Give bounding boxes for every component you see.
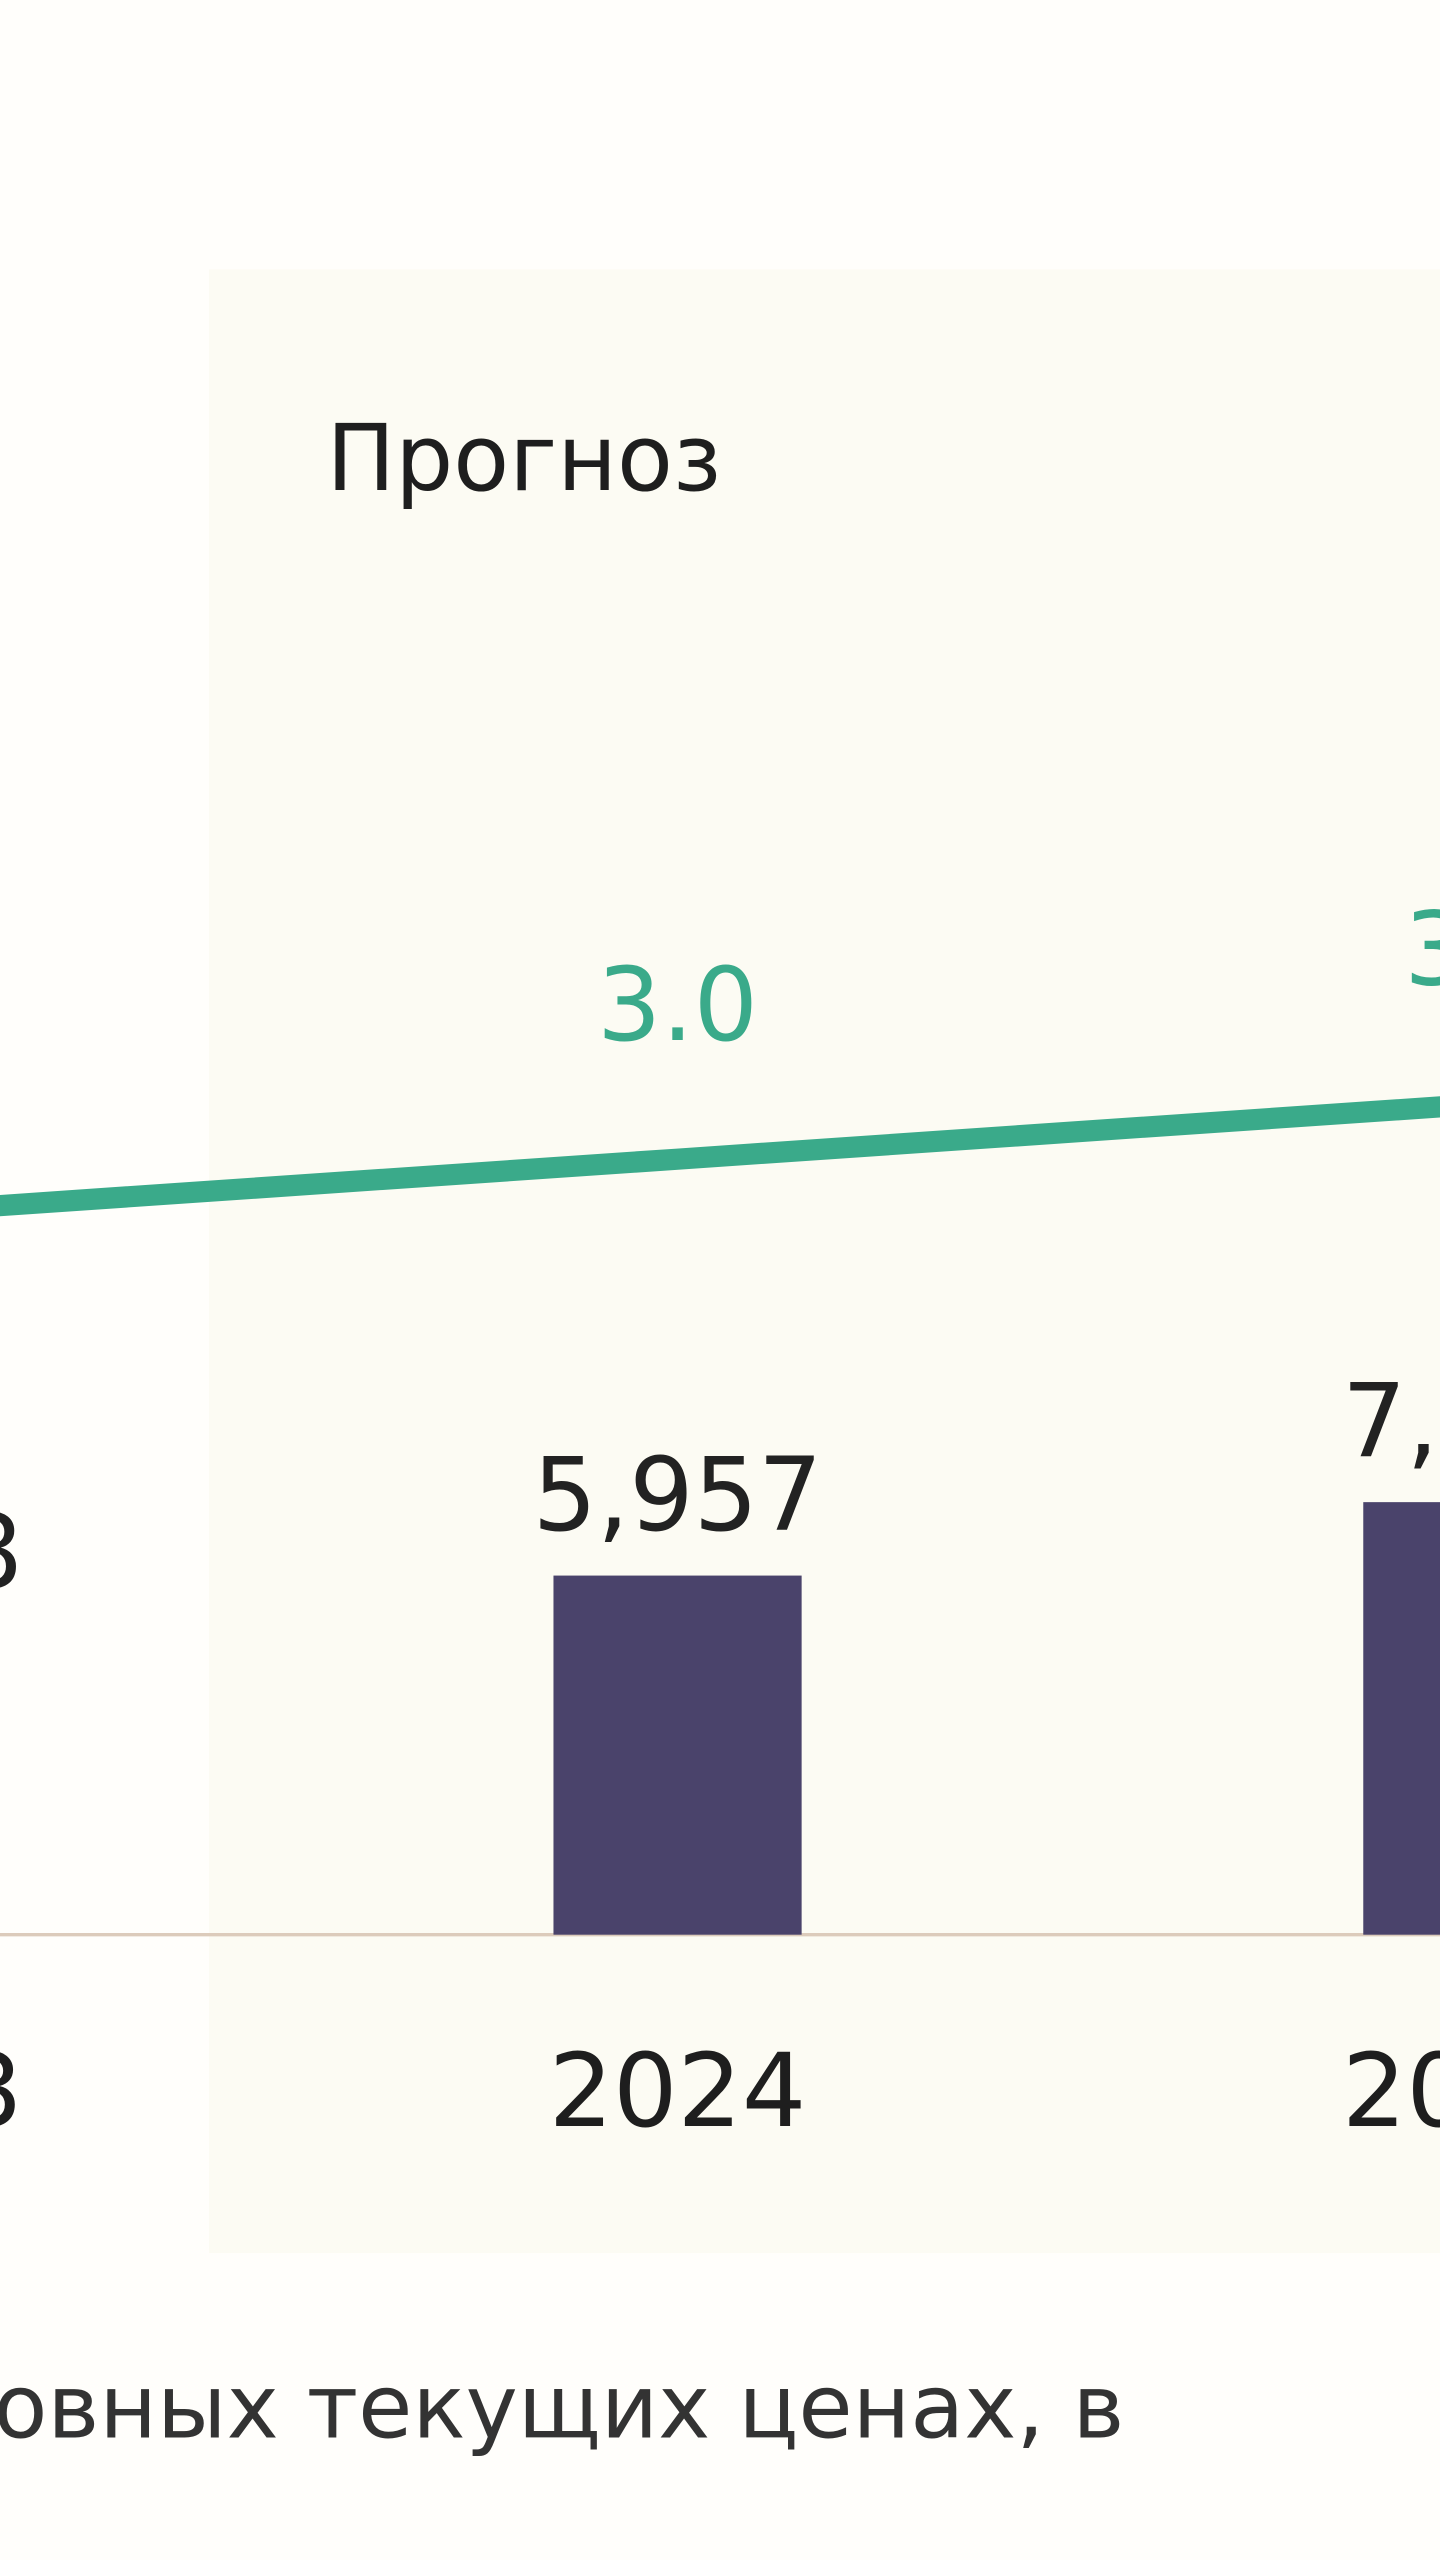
line [0,1096,1440,1217]
x-tick-label: 20 [1342,2032,1440,2150]
bar [1363,1502,1440,1935]
bar-value-label: 7, [1342,1363,1439,1481]
bar [553,1575,802,1935]
bar-value-label: 8 [0,1493,23,1611]
forecast-label: Прогноз [327,405,722,512]
bar-value-label: 5,957 [533,1436,823,1554]
x-tick-label: 3 [0,2032,23,2150]
forecast-region [208,269,1440,2254]
line-value-label: 3.0 [597,946,758,1064]
footnote: овных текущих ценах, в [0,2355,1124,2458]
x-tick-label: 2024 [549,2032,807,2150]
line-value-label: 3 [1404,891,1440,1009]
